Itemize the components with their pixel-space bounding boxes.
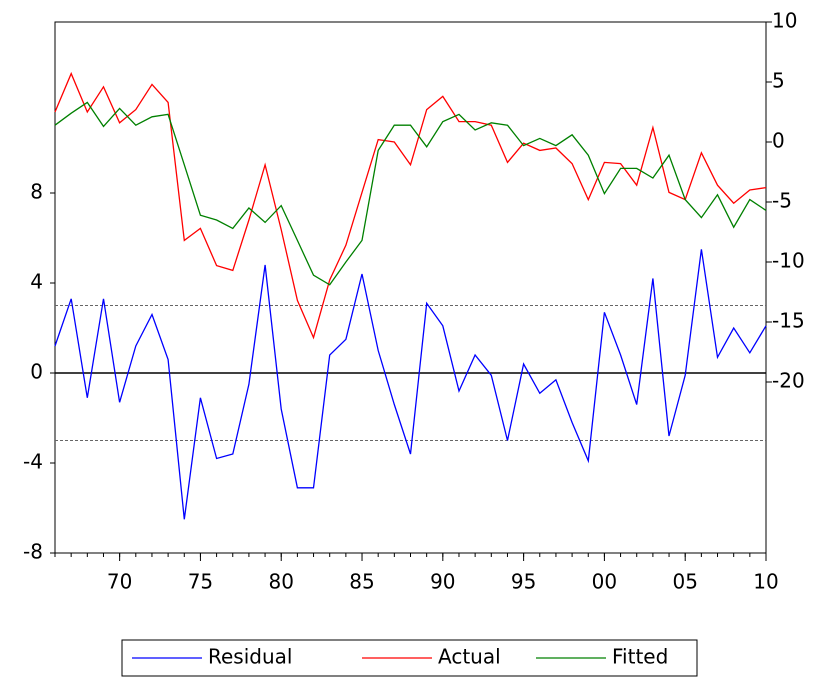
x-tick-label: 90 — [430, 570, 455, 594]
x-tick-label: 75 — [188, 570, 213, 594]
legend-label: Residual — [208, 645, 292, 669]
y2-tick-label: -15 — [772, 309, 805, 333]
series-line — [54, 71, 767, 340]
x-tick-label: 00 — [592, 570, 617, 594]
y2-tick-label: -20 — [772, 369, 805, 393]
legend-label: Actual — [438, 645, 501, 669]
y-tick-label: 8 — [30, 180, 43, 204]
y-tick-label: -8 — [23, 540, 43, 564]
y2-tick-label: 10 — [772, 9, 797, 33]
y2-tick-label: 0 — [772, 129, 785, 153]
series-line — [54, 249, 767, 520]
y2-tick-label: -10 — [772, 249, 805, 273]
x-tick-label: 95 — [511, 570, 536, 594]
y2-tick-label: -5 — [772, 189, 792, 213]
x-tick-label: 70 — [107, 570, 132, 594]
y-tick-label: 0 — [30, 360, 43, 384]
legend-label: Fitted — [612, 645, 668, 669]
x-tick-label: 80 — [269, 570, 294, 594]
y2-tick-label: 5 — [772, 69, 785, 93]
y-tick-label: 4 — [30, 270, 43, 294]
x-tick-label: 05 — [672, 570, 697, 594]
y-tick-label: -4 — [23, 450, 43, 474]
x-tick-label: 10 — [753, 570, 778, 594]
plot-frame — [54, 21, 767, 554]
x-tick-label: 85 — [349, 570, 374, 594]
series-line — [54, 101, 767, 286]
